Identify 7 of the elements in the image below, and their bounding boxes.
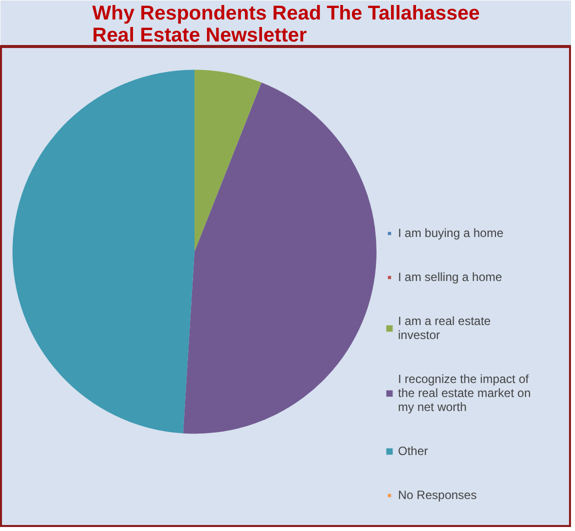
chart-title: Why Respondents Read The Tallahassee Real Estate Newsletter	[92, 2, 480, 46]
legend-label: I recognize the impact of the real estate market on my net worth	[398, 372, 531, 414]
legend-label: Other	[398, 444, 428, 458]
legend-label: No Responses	[398, 488, 477, 502]
legend-label: I am buying a home	[398, 226, 504, 240]
legend-label: I am selling a home	[398, 270, 502, 284]
legend-label: I am a real estate investor	[398, 314, 491, 342]
